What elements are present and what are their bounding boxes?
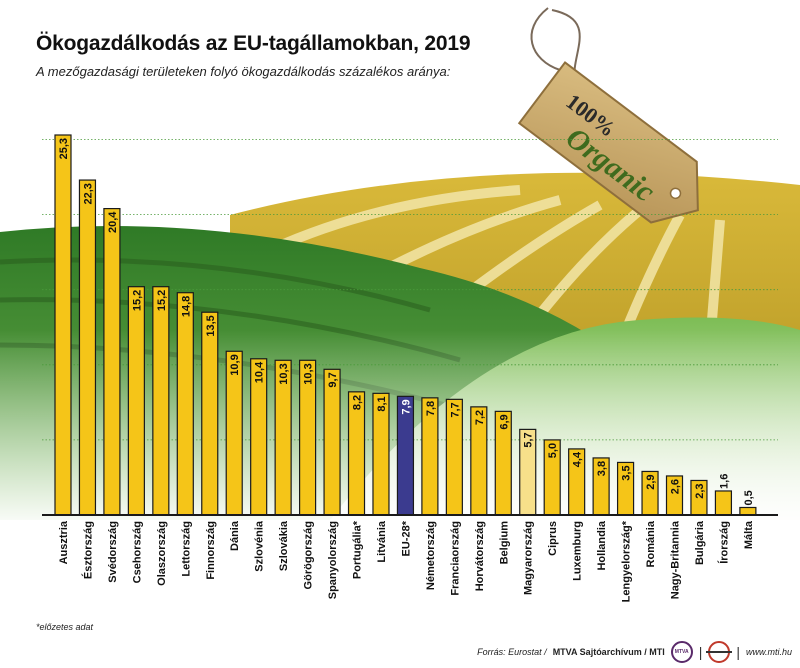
source-label: Forrás: Eurostat / [477,647,547,657]
value-label: 10,9 [229,354,241,375]
category-label: Ciprus [547,521,559,556]
bar-spanyolország [323,368,341,516]
bars: 25,3 22,3 20,4 15,2 15,2 14,8 13,5 10,9 10,4 10,3… [54,134,757,516]
bar-csehország [127,286,145,516]
value-label: 25,3 [58,138,70,159]
bar-svédország [103,207,121,516]
chart-title: Ökogazdálkodás az EU-tagállamokban, 2019 [36,32,471,55]
category-label: Szlovákia [278,520,290,571]
mtva-logo-icon: MTVA [670,641,693,663]
value-label: 2,9 [645,474,657,489]
category-label: Litvánia [376,520,388,562]
category-label: Portugália* [352,520,364,579]
value-label: 0,5 [743,490,755,505]
category-label: Észtország [81,521,94,579]
value-label: 7,9 [400,399,412,414]
category-label: Málta [743,520,755,549]
bar-olaszország [152,286,170,516]
category-label: Magyarország [523,521,535,595]
bar-finnország [201,311,219,516]
category-label: Dánia [229,520,241,551]
separator: | [736,644,740,660]
value-label: 22,3 [82,183,94,204]
category-label: Luxemburg [572,521,584,581]
chart-subtitle: A mezőgazdasági területeken folyó ökogaz… [36,64,451,79]
category-label: Németország [425,521,437,590]
value-label: 7,8 [425,401,437,416]
bar-málta [739,506,757,516]
value-label: 9,7 [327,372,339,387]
value-label: 13,5 [205,315,217,336]
category-label: Csehország [131,521,143,583]
category-label: Horvátország [474,521,486,591]
value-label: 1,6 [718,474,730,489]
category-label: Ausztria [58,520,70,564]
category-label: Szlovénia [254,520,266,572]
category-label: Hollandia [596,520,608,570]
mti-logo-icon [706,641,733,663]
category-label: Lengyelország* [621,520,633,602]
category-labels: Ausztria Észtország Svédország Csehország Ol… [58,520,755,602]
value-label: 4,4 [572,451,584,467]
value-label: 5,0 [547,443,559,458]
value-label: 6,9 [498,414,510,429]
value-label: 15,2 [156,290,168,311]
category-label: Lettország [180,521,192,577]
category-label: Finnország [205,521,217,580]
value-label: 10,3 [303,363,315,384]
value-label: 7,7 [449,402,461,417]
value-label: 3,5 [621,465,633,480]
value-label: 7,2 [474,410,486,425]
separator: | [698,644,703,660]
value-label: 10,3 [278,363,290,384]
value-label: 5,7 [523,432,535,447]
category-label: EU-28* [400,520,412,556]
value-label: 14,8 [180,296,192,317]
category-label: Belgium [498,521,510,565]
value-label: 8,2 [352,395,364,410]
website-link[interactable]: www.mti.hu [745,647,792,657]
category-label: Görögország [303,521,315,589]
source-footer: Forrás: Eurostat / MTVA Sajtóarchívum / … [477,640,792,664]
category-label: Bulgária [694,520,706,565]
footnote: *előzetes adat [36,622,94,632]
category-label: Románia [645,520,657,567]
value-label: 2,3 [694,483,706,498]
category-label: Franciaország [449,521,461,596]
category-label: Svédország [107,521,119,583]
value-label: 15,2 [131,290,143,311]
value-label: 8,1 [376,396,388,411]
category-label: Nagy-Britannia [670,520,682,599]
category-label: Írország [717,521,730,564]
bar-lettország [176,292,194,516]
value-label: 20,4 [107,211,119,233]
bar-észtország [78,179,97,516]
bar-írország [714,490,733,516]
category-label: Spanyolország [327,521,339,599]
category-label: Olaszország [156,521,168,586]
bar-ausztria [54,134,72,516]
value-label: 10,4 [254,361,266,383]
value-label: 2,6 [670,479,682,494]
value-label: 3,8 [596,461,608,476]
source-agency: MTVA Sajtóarchívum / MTI [552,647,665,657]
